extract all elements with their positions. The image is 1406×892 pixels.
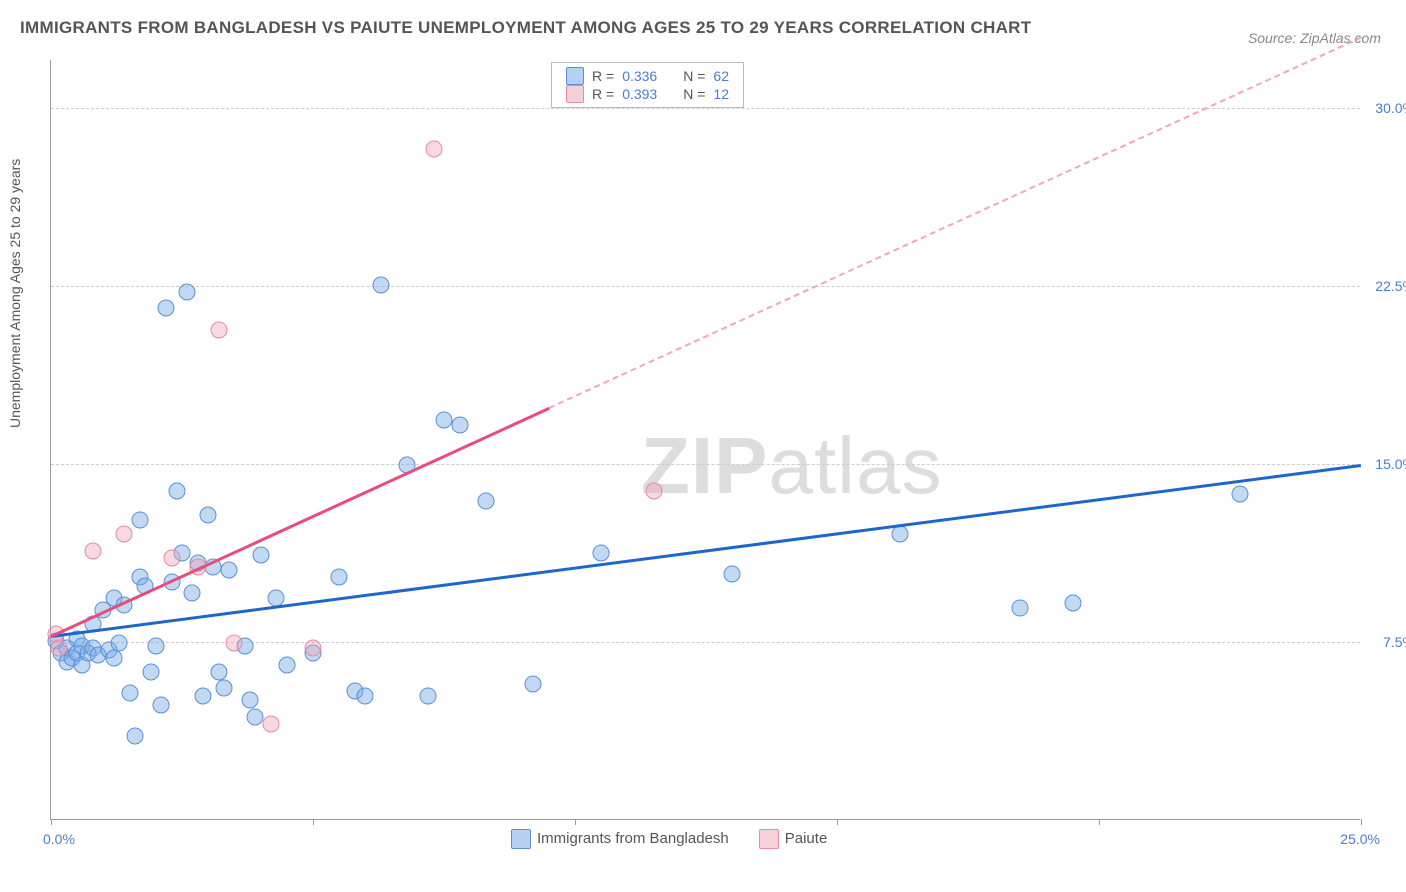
trend-line: [51, 464, 1361, 637]
data-point: [420, 687, 437, 704]
y-tick-label: 15.0%: [1375, 456, 1406, 472]
data-point: [724, 566, 741, 583]
legend-r-label: R =: [592, 68, 614, 84]
data-point: [525, 675, 542, 692]
data-point: [436, 412, 453, 429]
data-point: [645, 483, 662, 500]
legend-swatch-pink: [566, 85, 584, 103]
data-point: [305, 640, 322, 657]
data-point: [116, 526, 133, 543]
legend-swatch-pink: [759, 829, 779, 849]
legend-n-value-1: 62: [713, 68, 729, 84]
y-axis-label: Unemployment Among Ages 25 to 29 years: [7, 159, 23, 428]
data-point: [147, 637, 164, 654]
data-point: [168, 483, 185, 500]
y-tick-label: 30.0%: [1375, 100, 1406, 116]
data-point: [226, 635, 243, 652]
legend-label-1: Immigrants from Bangladesh: [537, 830, 729, 847]
data-point: [357, 687, 374, 704]
x-axis-origin-label: 0.0%: [43, 831, 75, 847]
legend-r-label: R =: [592, 86, 614, 102]
data-point: [126, 727, 143, 744]
data-point: [84, 542, 101, 559]
x-tick: [1361, 819, 1362, 825]
y-tick-label: 7.5%: [1383, 634, 1406, 650]
data-point: [200, 507, 217, 524]
y-tick-label: 22.5%: [1375, 278, 1406, 294]
data-point: [142, 663, 159, 680]
watermark: ZIPatlas: [641, 420, 942, 512]
scatter-chart: ZIPatlas R = 0.336 N = 62 R = 0.393 N = …: [50, 60, 1360, 820]
grid-line: [51, 464, 1360, 465]
x-tick: [575, 819, 576, 825]
data-point: [451, 416, 468, 433]
data-point: [50, 640, 67, 657]
data-point: [215, 680, 232, 697]
data-point: [111, 635, 128, 652]
data-point: [263, 716, 280, 733]
legend-n-label: N =: [683, 68, 705, 84]
data-point: [163, 549, 180, 566]
legend-swatch-blue: [511, 829, 531, 849]
chart-title: IMMIGRANTS FROM BANGLADESH VS PAIUTE UNE…: [20, 18, 1031, 38]
legend-swatch-blue: [566, 67, 584, 85]
data-point: [331, 568, 348, 585]
x-tick: [51, 819, 52, 825]
grid-line: [51, 286, 1360, 287]
data-point: [593, 545, 610, 562]
legend-n-value-2: 12: [713, 86, 729, 102]
legend-n-label: N =: [683, 86, 705, 102]
data-point: [194, 687, 211, 704]
data-point: [1012, 599, 1029, 616]
data-point: [373, 276, 390, 293]
data-point: [210, 321, 227, 338]
legend-r-value-2: 0.393: [622, 86, 657, 102]
data-point: [158, 300, 175, 317]
data-point: [477, 492, 494, 509]
series-legend: Immigrants from Bangladesh Paiute: [511, 829, 827, 849]
correlation-legend: R = 0.336 N = 62 R = 0.393 N = 12: [551, 62, 744, 108]
data-point: [1064, 594, 1081, 611]
grid-line: [51, 108, 1360, 109]
data-point: [425, 141, 442, 158]
data-point: [1232, 485, 1249, 502]
data-point: [179, 283, 196, 300]
data-point: [891, 526, 908, 543]
data-point: [278, 656, 295, 673]
legend-r-value-1: 0.336: [622, 68, 657, 84]
data-point: [121, 685, 138, 702]
data-point: [221, 561, 238, 578]
data-point: [242, 692, 259, 709]
x-tick: [837, 819, 838, 825]
data-point: [153, 697, 170, 714]
data-point: [132, 511, 149, 528]
x-tick: [1099, 819, 1100, 825]
legend-label-2: Paiute: [785, 830, 828, 847]
x-tick: [313, 819, 314, 825]
data-point: [210, 663, 227, 680]
data-point: [247, 708, 264, 725]
x-axis-end-label: 25.0%: [1340, 831, 1380, 847]
data-point: [184, 585, 201, 602]
data-point: [252, 547, 269, 564]
